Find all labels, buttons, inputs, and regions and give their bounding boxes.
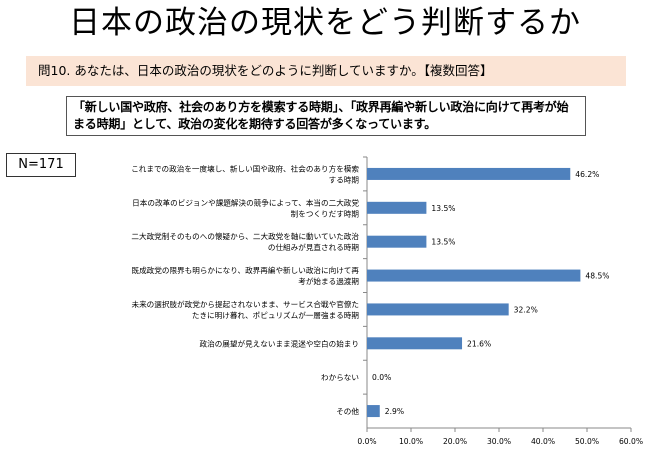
bar bbox=[367, 405, 380, 418]
bar-value-label: 21.6% bbox=[467, 339, 491, 348]
x-tick-label: 0.0% bbox=[357, 437, 376, 446]
summary-callout: 「新しい国や政府、社会のあり方を模索する時期」、「政界再編や新しい政治に向けて再… bbox=[66, 96, 586, 136]
x-tick-label: 40.0% bbox=[531, 437, 555, 446]
category-label: 考が始まる過渡期 bbox=[298, 276, 359, 286]
bar-value-label: 46.2% bbox=[575, 170, 599, 179]
bar bbox=[367, 303, 509, 316]
x-tick-label: 10.0% bbox=[399, 437, 423, 446]
category-label: 制をつくりだす時期 bbox=[291, 208, 360, 218]
bar bbox=[367, 235, 427, 248]
category-label: 未来の選択肢が政党から提起されないまま、サービス合戦や官僚た bbox=[131, 299, 359, 309]
bar-value-label: 2.9% bbox=[385, 407, 404, 416]
bar-value-label: 32.2% bbox=[514, 305, 538, 314]
category-label: 日本の改革のビジョンや課題解決の競争によって、本当の二大政党 bbox=[132, 197, 359, 207]
x-tick-label: 60.0% bbox=[619, 437, 643, 446]
question-banner: 問10. あなたは、日本の政治の現状をどのように判断していますか。【複数回答】 bbox=[26, 56, 626, 86]
bar-value-label: 48.5% bbox=[585, 272, 609, 281]
bar-value-label: 13.5% bbox=[431, 238, 455, 247]
page-title: 日本の政治の現状をどう判断するか bbox=[69, 5, 581, 41]
category-label: する時期 bbox=[329, 175, 360, 184]
category-label: 二大政党制そのものへの懐疑から、二大政党を軸に動いていた政治 bbox=[131, 231, 359, 241]
category-label: これまでの政治を一度壊し、新しい国や政府、社会のあり方を模索 bbox=[131, 163, 359, 173]
x-tick-label: 30.0% bbox=[487, 437, 511, 446]
bar bbox=[367, 167, 571, 180]
bar-value-label: 0.0% bbox=[372, 373, 391, 382]
bar-value-label: 13.5% bbox=[431, 204, 455, 213]
category-label: 既成政党の限界も明らかになり、政界再編や新しい政治に向けて再 bbox=[131, 265, 359, 275]
x-tick-label: 50.0% bbox=[575, 437, 599, 446]
sample-size-badge: N=171 bbox=[6, 153, 76, 177]
bar bbox=[367, 201, 427, 214]
category-label: たきに明け暮れ、ポピュリズムが一層強まる時期 bbox=[192, 310, 360, 320]
bar bbox=[367, 269, 581, 282]
x-tick-label: 20.0% bbox=[443, 437, 467, 446]
bar bbox=[367, 337, 463, 350]
category-label: わからない bbox=[321, 373, 359, 382]
category-label: の仕組みが見直される時期 bbox=[268, 242, 360, 252]
category-label: その他 bbox=[336, 406, 359, 416]
category-label: 政治の展望が見えないまま混迷や空白の始まり bbox=[200, 338, 359, 348]
